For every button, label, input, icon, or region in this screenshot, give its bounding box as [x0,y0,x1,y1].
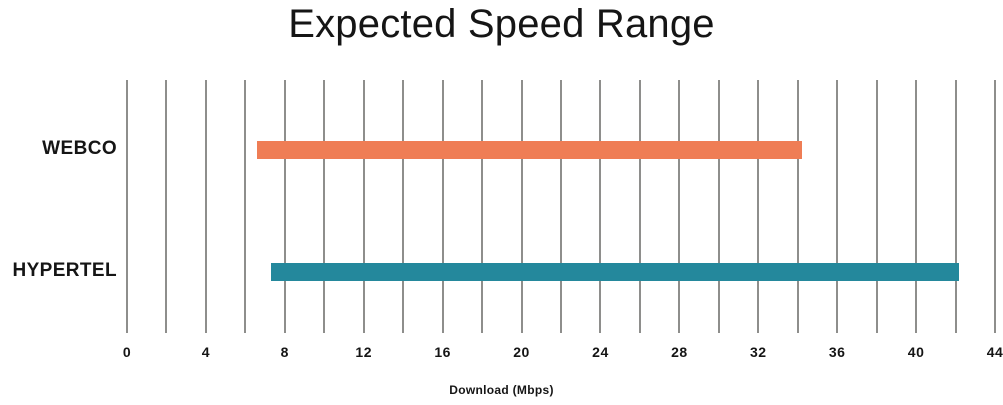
gridline [126,80,128,333]
gridline [441,80,444,333]
gridline [915,80,918,333]
x-tick-label: 8 [280,344,289,360]
x-tick-label: 40 [907,344,925,360]
gridline [520,80,523,333]
range-bar-hypertel[interactable] [271,263,960,281]
category-label-webco: WEBCO [42,138,117,159]
gridline [283,80,286,333]
gridline [204,80,207,333]
x-axis-title: Download (Mbps) [449,383,554,397]
gridline [717,80,720,333]
gridline [481,80,484,333]
x-tick-label: 16 [434,344,451,360]
x-tick-label: 28 [671,344,688,360]
gridline [836,80,839,333]
x-tick-label: 36 [828,344,846,360]
gridline [402,80,405,333]
plot-area [126,80,996,333]
category-label-hypertel: HYPERTEL [12,260,117,281]
x-tick-label: 12 [355,344,373,360]
gridline [244,80,247,333]
x-tick-label: 44 [986,344,1003,360]
gridline [678,80,681,333]
gridline [875,80,878,333]
range-bar-webco[interactable] [257,141,802,159]
gridline [757,80,760,333]
gridline [323,80,326,333]
gridline [994,80,996,333]
chart-title: Expected Speed Range [288,2,715,46]
gridline [362,80,365,333]
gridline [599,80,602,333]
gridline [796,80,799,333]
x-tick-label: 24 [592,344,609,360]
gridline [638,80,641,333]
gridline [560,80,562,333]
gridline [165,80,168,333]
x-tick-label: 32 [749,344,767,360]
x-tick-label: 0 [122,344,132,360]
x-tick-label: 20 [513,344,530,360]
x-tick-label: 4 [201,344,211,360]
x-axis-tick-labels: 0 4 8 12 16 20 24 28 32 36 40 44 [0,344,1003,366]
gridline [954,80,957,333]
